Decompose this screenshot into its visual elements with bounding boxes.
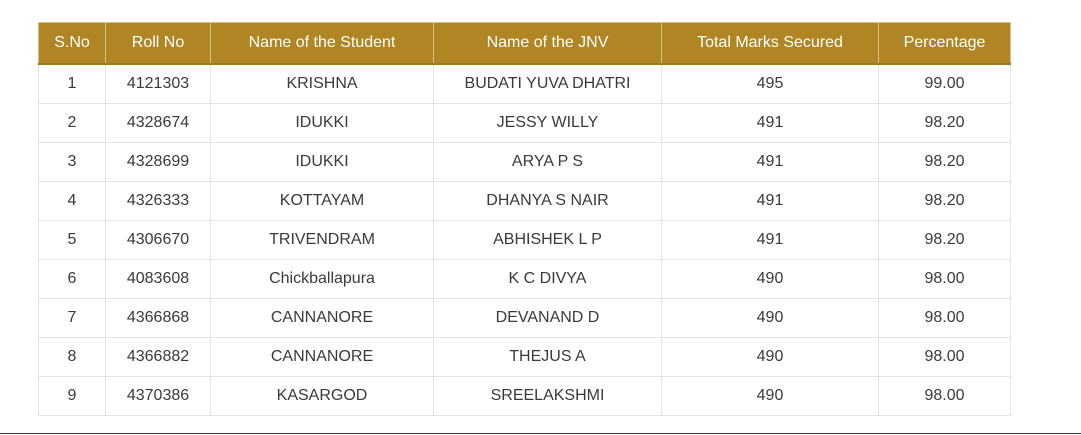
table-body: 1 4121303 KRISHNA BUDATI YUVA DHATRI 495 99.0… <box>38 63 1011 416</box>
jnv-name-cell: ARYA P S <box>433 142 662 182</box>
jnv-name-cell: DHANYA S NAIR <box>433 181 662 221</box>
student-name-cell: KASARGOD <box>210 376 434 416</box>
total-marks-cell: 490 <box>661 376 879 416</box>
percentage-cell: 98.20 <box>878 103 1011 143</box>
percentage-cell: 98.20 <box>878 142 1011 182</box>
total-marks-cell: 490 <box>661 298 879 338</box>
student-name-cell: TRIVENDRAM <box>210 220 434 260</box>
roll-no-cell: 4328699 <box>105 142 211 182</box>
percentage-cell: 98.20 <box>878 220 1011 260</box>
student-name-cell: KOTTAYAM <box>210 181 434 221</box>
total-marks-cell: 495 <box>661 63 879 104</box>
table-row: 3 4328699 IDUKKI ARYA P S 491 98.20 <box>38 142 1011 182</box>
student-name-cell: IDUKKI <box>210 103 434 143</box>
jnv-name-cell: BUDATI YUVA DHATRI <box>433 63 662 104</box>
table-row: 7 4366868 CANNANORE DEVANAND D 490 98.00 <box>38 298 1011 338</box>
student-name-cell: IDUKKI <box>210 142 434 182</box>
jnv-name-cell: SREELAKSHMI <box>433 376 662 416</box>
header-jnv-name: Name of the JNV <box>433 22 662 65</box>
roll-no-cell: 4121303 <box>105 63 211 104</box>
table-row: 9 4370386 KASARGOD SREELAKSHMI 490 98.00 <box>38 376 1011 416</box>
header-roll-no: Roll No <box>105 22 211 65</box>
student-name-cell: CANNANORE <box>210 337 434 377</box>
percentage-cell: 98.00 <box>878 259 1011 299</box>
header-total-marks: Total Marks Secured <box>661 22 879 65</box>
sno-cell: 8 <box>38 337 106 377</box>
table-row: 8 4366882 CANNANORE THEJUS A 490 98.00 <box>38 337 1011 377</box>
jnv-name-cell: K C DIVYA <box>433 259 662 299</box>
sno-cell: 7 <box>38 298 106 338</box>
sno-cell: 4 <box>38 181 106 221</box>
total-marks-cell: 490 <box>661 259 879 299</box>
sno-cell: 6 <box>38 259 106 299</box>
roll-no-cell: 4306670 <box>105 220 211 260</box>
roll-no-cell: 4326333 <box>105 181 211 221</box>
roll-no-cell: 4370386 <box>105 376 211 416</box>
total-marks-cell: 490 <box>661 337 879 377</box>
sno-cell: 9 <box>38 376 106 416</box>
sno-cell: 3 <box>38 142 106 182</box>
percentage-cell: 98.00 <box>878 376 1011 416</box>
sno-cell: 2 <box>38 103 106 143</box>
jnv-name-cell: THEJUS A <box>433 337 662 377</box>
jnv-name-cell: ABHISHEK L P <box>433 220 662 260</box>
table-row: 5 4306670 TRIVENDRAM ABHISHEK L P 491 98.20 <box>38 220 1011 260</box>
roll-no-cell: 4366868 <box>105 298 211 338</box>
table-row: 2 4328674 IDUKKI JESSY WILLY 491 98.20 <box>38 103 1011 143</box>
student-name-cell: KRISHNA <box>210 63 434 104</box>
table-row: 1 4121303 KRISHNA BUDATI YUVA DHATRI 495 99.0… <box>38 63 1011 104</box>
bottom-divider <box>0 433 1081 434</box>
sno-cell: 1 <box>38 63 106 104</box>
jnv-name-cell: JESSY WILLY <box>433 103 662 143</box>
results-table: S.No Roll No Name of the Student Name of… <box>38 22 1011 416</box>
table-row: 6 4083608 Chickballapura K C DIVYA 490 98.00 <box>38 259 1011 299</box>
student-name-cell: CANNANORE <box>210 298 434 338</box>
header-percentage: Percentage <box>878 22 1011 65</box>
total-marks-cell: 491 <box>661 220 879 260</box>
total-marks-cell: 491 <box>661 142 879 182</box>
student-name-cell: Chickballapura <box>210 259 434 299</box>
percentage-cell: 99.00 <box>878 63 1011 104</box>
total-marks-cell: 491 <box>661 103 879 143</box>
percentage-cell: 98.20 <box>878 181 1011 221</box>
table-header-row: S.No Roll No Name of the Student Name of… <box>38 22 1011 65</box>
percentage-cell: 98.00 <box>878 298 1011 338</box>
roll-no-cell: 4328674 <box>105 103 211 143</box>
header-sno: S.No <box>38 22 106 65</box>
roll-no-cell: 4083608 <box>105 259 211 299</box>
total-marks-cell: 491 <box>661 181 879 221</box>
jnv-name-cell: DEVANAND D <box>433 298 662 338</box>
header-student-name: Name of the Student <box>210 22 434 65</box>
sno-cell: 5 <box>38 220 106 260</box>
table-row: 4 4326333 KOTTAYAM DHANYA S NAIR 491 98.20 <box>38 181 1011 221</box>
percentage-cell: 98.00 <box>878 337 1011 377</box>
roll-no-cell: 4366882 <box>105 337 211 377</box>
